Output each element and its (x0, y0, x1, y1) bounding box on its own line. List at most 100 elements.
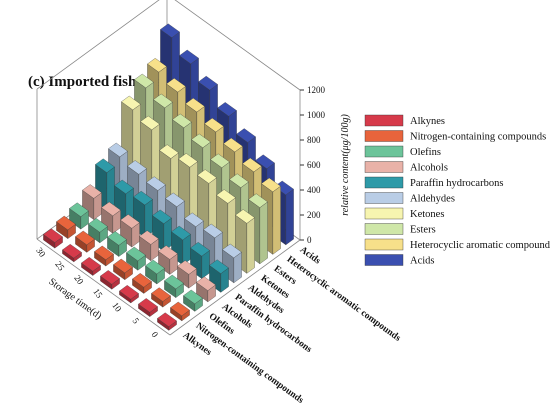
bar (183, 289, 203, 312)
bar-front (272, 185, 281, 255)
bar-top (126, 246, 146, 262)
bar-top (204, 117, 224, 133)
bar (88, 218, 108, 244)
bar-top (119, 285, 139, 300)
bar-top (43, 228, 63, 243)
y-tick-label: 30 (34, 246, 48, 260)
bar (170, 301, 190, 322)
y-tick-label: 25 (53, 259, 67, 273)
bar (95, 158, 115, 211)
bar-front (259, 201, 268, 265)
bar-top (108, 142, 128, 158)
bar (171, 225, 191, 266)
bar-top (171, 225, 191, 241)
bar-top (255, 154, 275, 169)
bar-top (198, 75, 218, 91)
bar-top (235, 209, 255, 224)
legend-swatch (364, 192, 404, 204)
bar-top (140, 115, 160, 131)
bar-top (139, 230, 159, 245)
bar (107, 231, 127, 257)
bar-top (133, 190, 153, 206)
y-tick-label: 0 (150, 330, 161, 340)
bar (101, 201, 121, 234)
legend-swatch (364, 161, 404, 173)
bar-top (88, 218, 108, 233)
bar-top (185, 97, 205, 113)
legend-swatch (364, 223, 404, 235)
legend-label: Ketones (410, 209, 444, 220)
bar-top (172, 113, 192, 128)
bar-top (222, 243, 242, 259)
bar-top (190, 242, 210, 257)
y-tick-label: 5 (131, 316, 142, 326)
legend-swatch (364, 254, 404, 266)
bar-top (242, 157, 262, 173)
bar-top (145, 259, 165, 275)
bar-top (153, 93, 173, 109)
z-tick-label: 0 (307, 235, 312, 245)
bar-top (170, 301, 190, 317)
bar-top (179, 49, 199, 65)
bar-top (248, 193, 268, 208)
bar-top (191, 133, 211, 148)
bar (177, 260, 197, 289)
legend-swatch (364, 176, 404, 189)
bar (100, 270, 120, 290)
bar-front (246, 217, 255, 274)
bar-top (120, 214, 140, 229)
legend-label: Nitrogen-containing compounds (410, 132, 546, 143)
bar-top (121, 95, 141, 111)
bar (56, 215, 76, 239)
bar-top (151, 287, 171, 302)
legend-label: Esters (410, 225, 436, 236)
legend-swatch (364, 238, 404, 251)
bar (119, 285, 139, 304)
bar-top (127, 160, 147, 175)
bar-top (157, 312, 177, 327)
y-tick-label: 10 (110, 300, 124, 314)
z-tick-label: 400 (307, 185, 321, 195)
bar-top (166, 78, 186, 93)
z-tick-label: 200 (307, 210, 321, 220)
bar-top (107, 231, 127, 246)
bar-top (203, 223, 223, 239)
bar-top (69, 202, 89, 217)
bar (138, 298, 158, 317)
bar-top (216, 189, 236, 204)
bar (151, 287, 171, 308)
bar-top (197, 169, 217, 184)
bar-top (113, 258, 133, 274)
x-tick-label: Heterocyclic aromatic compounds (285, 255, 403, 344)
bar-top (101, 201, 121, 217)
legend-swatch (364, 114, 404, 127)
legend-swatch (364, 207, 404, 220)
bar-top (147, 58, 167, 73)
bar-top (160, 23, 180, 38)
bar-top (82, 184, 102, 199)
bar-top (209, 259, 229, 274)
bar-top (159, 144, 179, 159)
bar (158, 245, 178, 275)
z-tick-label: 600 (307, 160, 321, 170)
bar-top (75, 230, 95, 246)
bar-top (81, 257, 101, 272)
legend-label: Alcohols (410, 163, 448, 174)
bar-top (236, 128, 256, 143)
legend-swatch (364, 130, 404, 142)
bar-top (94, 245, 114, 260)
bar-top (217, 102, 237, 117)
bar (132, 273, 152, 294)
legend-label: Alkynes (410, 116, 445, 127)
bar-top (261, 177, 281, 193)
bar-top (62, 244, 82, 259)
legend-swatch (364, 145, 404, 158)
bar (196, 276, 216, 303)
bar-top (114, 179, 134, 195)
bar-top (183, 289, 203, 305)
bar-top (146, 176, 166, 191)
z-tick-label: 1000 (307, 110, 326, 120)
legend-label: Acids (410, 256, 435, 267)
bar-top (132, 273, 152, 288)
